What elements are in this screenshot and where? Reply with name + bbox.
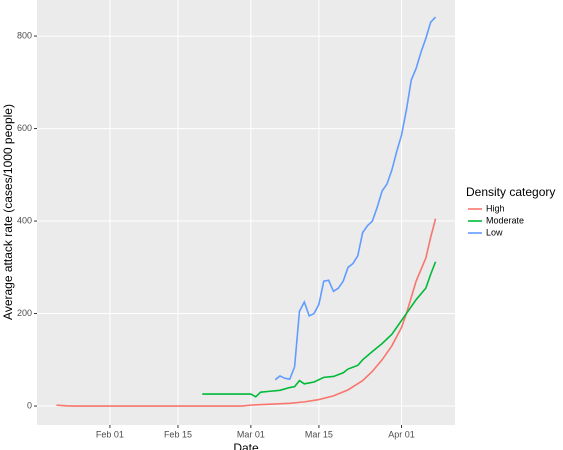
panel — [37, 0, 455, 425]
x-tick-label: Feb 01 — [96, 429, 124, 439]
legend-label: Moderate — [486, 215, 524, 225]
x-tick-label: Feb 15 — [164, 429, 192, 439]
y-axis-title: Average attack rate (cases/1000 people) — [1, 104, 15, 320]
series-line — [202, 261, 437, 398]
legend-title: Density category — [466, 185, 555, 199]
series-line — [274, 16, 437, 381]
y-tick-label: 0 — [27, 400, 32, 410]
series-line — [56, 218, 437, 407]
x-tick-label: Apr 01 — [388, 429, 415, 439]
x-tick-label: Mar 01 — [237, 429, 265, 439]
x-axis-title: Date — [233, 441, 259, 450]
legend-label: Low — [486, 227, 503, 237]
y-tick-label: 400 — [17, 215, 32, 225]
y-tick-label: 600 — [17, 123, 32, 133]
x-tick-label: Mar 15 — [305, 429, 333, 439]
y-tick-label: 800 — [17, 30, 32, 40]
y-tick-label: 200 — [17, 308, 32, 318]
legend-label: High — [486, 203, 505, 213]
